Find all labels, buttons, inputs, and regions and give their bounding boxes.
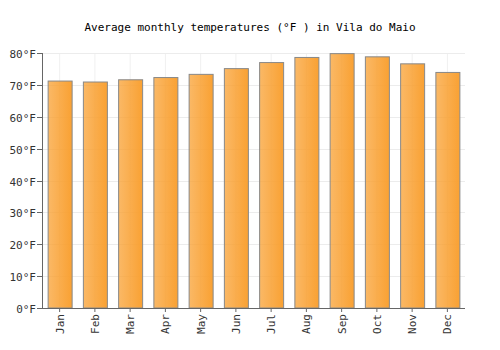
y-tick	[37, 181, 42, 182]
x-tick-label: Jun	[230, 314, 243, 334]
grid-line	[42, 308, 465, 309]
bar	[436, 72, 460, 308]
x-tick-label: Mar	[124, 314, 137, 334]
bar	[83, 82, 107, 308]
x-tick	[165, 308, 166, 312]
x-tick	[412, 308, 413, 312]
x-tick-label: Jan	[54, 314, 67, 334]
y-tick-label: 60°F	[10, 112, 37, 125]
x-tick-label: Jul	[265, 314, 278, 334]
y-tick	[37, 117, 42, 118]
bars	[48, 54, 460, 308]
y-tick-label: 20°F	[10, 239, 37, 252]
x-tick	[341, 308, 342, 312]
y-tick-label: 40°F	[10, 176, 37, 189]
y-tick	[37, 212, 42, 213]
x-tick-label: Sep	[336, 314, 349, 334]
x-tick-label: Nov	[406, 314, 419, 334]
x-tick	[447, 308, 448, 312]
y-tick-label: 30°F	[10, 207, 37, 220]
y-tick-label: 80°F	[10, 48, 37, 61]
x-tick	[59, 308, 60, 312]
bar	[119, 80, 143, 308]
y-tick	[37, 308, 42, 309]
x-tick-label: May	[195, 314, 208, 334]
bar	[401, 64, 425, 308]
x-tick-label: Oct	[371, 314, 384, 334]
title: Average monthly temperatures (°F ) in Vi…	[84, 21, 415, 34]
y-tick	[37, 149, 42, 150]
bar	[154, 78, 178, 308]
y-tick	[37, 276, 42, 277]
y-tick-label: 50°F	[10, 144, 37, 157]
grid	[42, 53, 465, 309]
y-tick-label: 10°F	[10, 271, 37, 284]
bar	[295, 57, 319, 308]
bar	[224, 69, 248, 308]
x-tick-label: Dec	[441, 314, 454, 334]
y-tick-label: 0°F	[16, 303, 36, 316]
x-tick	[130, 308, 131, 312]
x-axis	[42, 308, 465, 309]
y-axis	[42, 53, 43, 308]
x-tick	[271, 308, 272, 312]
bar	[48, 81, 72, 308]
bar	[189, 74, 213, 308]
x-tick	[306, 308, 307, 312]
x-tick	[376, 308, 377, 312]
y-tick	[37, 244, 42, 245]
y-tick	[37, 53, 42, 54]
x-tick	[235, 308, 236, 312]
chart: Average monthly temperatures (°F ) in Vi…	[0, 0, 500, 350]
bar	[260, 63, 284, 308]
y-tick-label: 70°F	[10, 80, 37, 93]
grid-line	[42, 53, 465, 54]
y-tick	[37, 85, 42, 86]
x-tick-label: Aug	[300, 314, 313, 334]
x-tick	[200, 308, 201, 312]
x-tick-label: Apr	[159, 314, 172, 334]
bar	[330, 54, 354, 308]
x-tick	[94, 308, 95, 312]
bar	[365, 57, 389, 308]
x-tick-label: Feb	[89, 314, 102, 334]
